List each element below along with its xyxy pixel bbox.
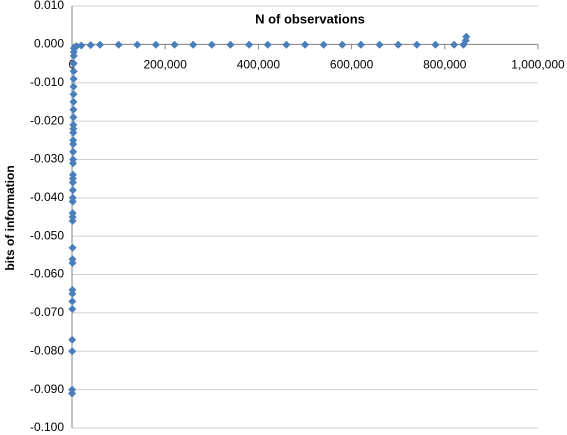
x-tick-label: 600,000 — [330, 58, 374, 72]
y-tick-label: 0.000 — [34, 37, 64, 51]
y-tick-label: -0.050 — [30, 228, 64, 242]
point — [356, 40, 365, 49]
point — [226, 40, 235, 49]
y-tick-label: -0.100 — [30, 420, 64, 434]
point — [95, 40, 104, 49]
point — [394, 40, 403, 49]
point — [77, 41, 86, 50]
point — [338, 40, 347, 49]
y-tick-label: -0.030 — [30, 152, 64, 166]
point — [301, 40, 309, 49]
point — [412, 40, 421, 49]
point — [114, 40, 123, 49]
y-tick-label: -0.020 — [30, 113, 64, 127]
point — [282, 40, 291, 49]
point — [69, 147, 78, 156]
y-tick-label: -0.090 — [30, 382, 64, 396]
point — [68, 255, 77, 264]
point — [68, 347, 77, 356]
point — [245, 40, 254, 49]
point — [69, 74, 78, 83]
point — [68, 297, 77, 306]
point — [450, 40, 459, 49]
y-tick-label: 0.010 — [34, 0, 64, 12]
point — [68, 305, 77, 314]
y-tick-label: -0.040 — [30, 190, 64, 204]
point — [69, 59, 78, 68]
y-axis-title: bits of information — [3, 165, 17, 270]
point — [68, 385, 77, 394]
point — [170, 40, 179, 49]
point — [189, 40, 198, 49]
point — [151, 40, 160, 49]
point — [319, 40, 328, 49]
point — [133, 40, 142, 49]
point — [69, 90, 78, 99]
y-tick-label: -0.080 — [30, 343, 64, 357]
point — [68, 285, 77, 294]
point — [375, 40, 384, 49]
point — [68, 335, 77, 344]
point — [69, 67, 78, 76]
point — [68, 193, 77, 202]
point — [69, 82, 78, 91]
point — [68, 209, 77, 218]
x-tick-label: 400,000 — [237, 58, 281, 72]
x-tick-label: 200,000 — [144, 58, 188, 72]
point — [86, 41, 95, 50]
point — [69, 97, 78, 106]
point — [68, 243, 77, 252]
x-tick-label: 800,000 — [423, 58, 467, 72]
point — [68, 186, 77, 195]
point — [69, 113, 78, 122]
chart-title: N of observations — [255, 11, 365, 26]
point — [69, 105, 78, 114]
point — [431, 40, 440, 49]
point — [207, 40, 216, 49]
point — [68, 170, 77, 179]
point — [69, 120, 78, 129]
y-tick-label: -0.070 — [30, 305, 64, 319]
point — [263, 40, 272, 49]
point — [69, 136, 78, 145]
point — [462, 32, 471, 41]
y-tick-label: -0.060 — [30, 267, 64, 281]
y-tick-label: -0.010 — [30, 75, 64, 89]
point — [69, 155, 78, 164]
x-tick-label: 1,000,000 — [511, 58, 565, 72]
